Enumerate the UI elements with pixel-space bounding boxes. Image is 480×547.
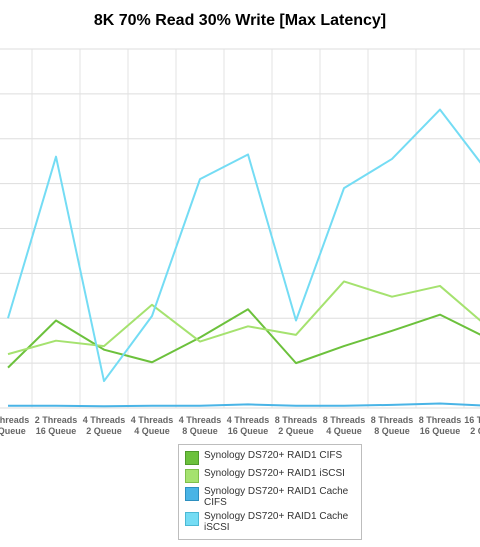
legend-label: Synology DS720+ RAID1 iSCSI bbox=[204, 468, 345, 479]
legend-item-raid1-cache-iscsi[interactable]: Synology DS720+ RAID1 Cache iSCSI bbox=[185, 511, 355, 533]
legend-label: Synology DS720+ RAID1 CIFS bbox=[204, 450, 343, 461]
series-line-3[interactable] bbox=[7, 108, 480, 383]
x-tick-label: 4 Threads 8 Queue bbox=[179, 415, 222, 436]
chart-title: 8K 70% Read 30% Write [Max Latency] bbox=[93, 12, 387, 29]
legend-item-raid1-cifs[interactable]: Synology DS720+ RAID1 CIFS bbox=[185, 450, 355, 465]
legend-item-raid1-cache-cifs[interactable]: Synology DS720+ RAID1 Cache CIFS bbox=[185, 486, 355, 508]
series-line-2[interactable] bbox=[8, 402, 480, 408]
legend-swatch bbox=[185, 487, 199, 501]
series-lines bbox=[7, 108, 480, 408]
legend-swatch bbox=[185, 512, 199, 526]
series-line-1[interactable] bbox=[7, 280, 480, 356]
x-tick-label: 8 Threads 4 Queue bbox=[323, 415, 366, 436]
x-tick-label: 4 Threads 4 Queue bbox=[131, 415, 174, 436]
legend: Synology DS720+ RAID1 CIFS Synology DS72… bbox=[178, 444, 362, 540]
x-tick-label: 4 Threads 16 Queue bbox=[227, 415, 270, 436]
series-line-0[interactable] bbox=[7, 308, 480, 369]
legend-label: Synology DS720+ RAID1 Cache iSCSI bbox=[204, 511, 349, 533]
legend-swatch bbox=[185, 451, 199, 465]
legend-swatch bbox=[185, 469, 199, 483]
legend-label: Synology DS720+ RAID1 Cache CIFS bbox=[204, 486, 349, 508]
x-tick-label: 8 Threads 2 Queue bbox=[275, 415, 318, 436]
x-tick-label: 8 Threads 8 Queue bbox=[371, 415, 414, 436]
x-tick-label: 4 Threads 2 Queue bbox=[83, 415, 126, 436]
x-tick-label: 2 Threads 16 Queue bbox=[35, 415, 78, 436]
x-tick-label: 8 Threads 16 Queue bbox=[419, 415, 462, 436]
legend-item-raid1-iscsi[interactable]: Synology DS720+ RAID1 iSCSI bbox=[185, 468, 355, 483]
